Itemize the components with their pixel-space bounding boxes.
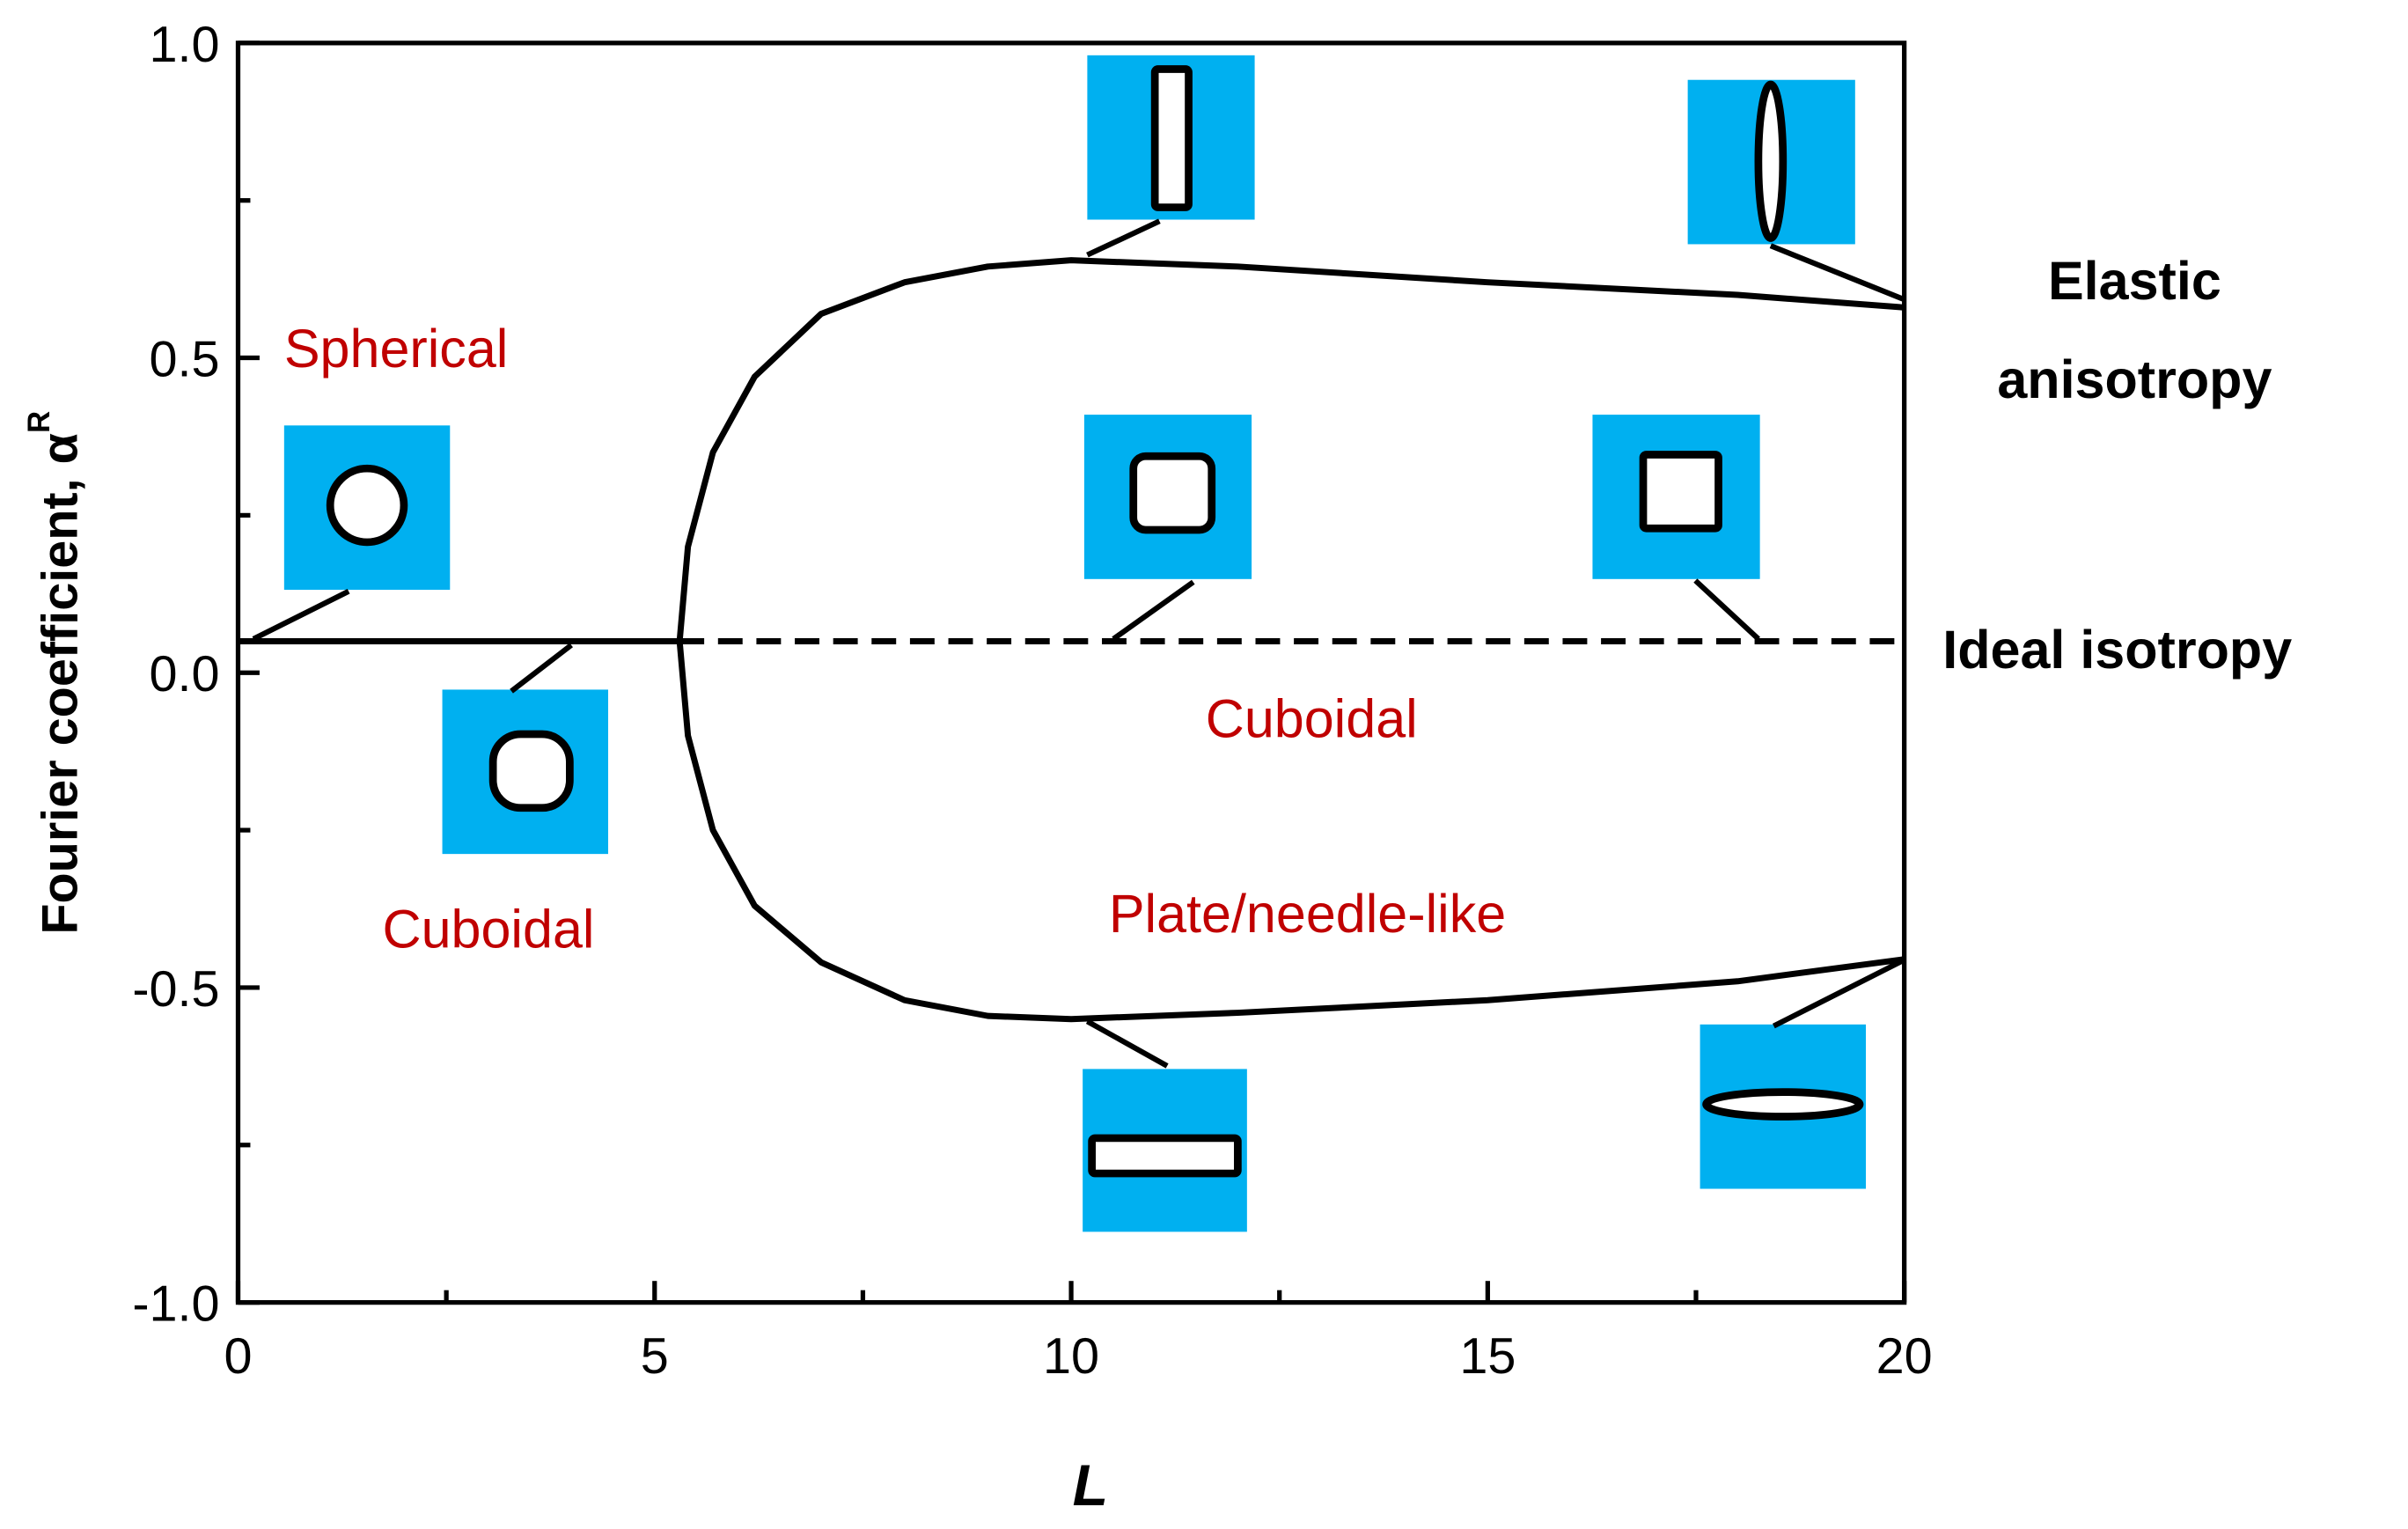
annotation: Elastic (2048, 251, 2221, 311)
inset-cuboid-rounded (1083, 415, 1252, 642)
inset-spherical (252, 425, 451, 642)
x-tick-label: 5 (641, 1328, 669, 1385)
x-axis-label: L (1073, 1453, 1109, 1518)
annotation: anisotropy (1997, 349, 2272, 409)
inset-cube (1592, 415, 1760, 642)
y-tick-label: -0.5 (132, 961, 219, 1018)
plot-frame (235, 40, 1907, 1305)
y-tick-label: -1.0 (132, 1276, 219, 1333)
inset-tall-plate (1086, 55, 1255, 258)
region-label: Cuboidal (383, 900, 595, 959)
y-tick-label: 1.0 (150, 17, 220, 73)
y-axis-label-main: Fourier coefficient, α (32, 433, 88, 935)
y-axis-label-group: Fourier coefficient, αR (22, 411, 88, 935)
x-tick-label: 0 (224, 1328, 252, 1385)
plot-area: 0 5 10 15 20 -1.0 -0.5 0.0 0.5 1.0 (132, 17, 1932, 1385)
y-tick-label: 0.0 (150, 646, 220, 702)
inset-flat-plate (1083, 1018, 1247, 1232)
y-axis-label-superscript: R (22, 411, 56, 433)
x-tick-label: 15 (1459, 1328, 1516, 1385)
y-axis-label: Fourier coefficient, αR (22, 411, 88, 935)
region-label: Cuboidal (1206, 689, 1418, 749)
annotation: Ideal isotropy (1942, 620, 2292, 680)
region-label: Plate/needle-like (1109, 884, 1506, 944)
inset-flat-needle (1700, 957, 1906, 1189)
inset-rounded-cube (442, 643, 608, 855)
inset-tall-needle (1687, 79, 1905, 303)
x-tick-label: 10 (1043, 1328, 1099, 1385)
region-label: Spherical (284, 319, 509, 379)
y-tick-label: 0.5 (150, 331, 220, 387)
x-tick-label: 20 (1876, 1328, 1933, 1385)
